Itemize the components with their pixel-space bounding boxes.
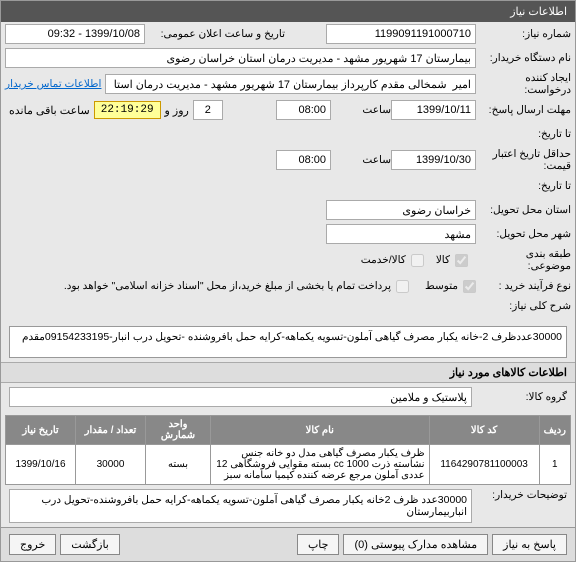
need-number-label: شماره نیاز: <box>476 28 571 40</box>
announce-label: تاریخ و ساعت اعلان عمومی: <box>145 28 285 40</box>
col-idx: ردیف <box>539 416 570 445</box>
back-button[interactable]: بازگشت <box>60 534 120 555</box>
day-label: روز و <box>161 104 193 117</box>
buyer-field <box>5 48 476 68</box>
reply-button[interactable]: پاسخ به نیاز <box>492 534 567 555</box>
col-code: کد کالا <box>429 416 539 445</box>
province-label: استان محل تحویل: <box>476 204 571 216</box>
medium-checkbox[interactable]: متوسط <box>425 280 476 293</box>
medium-checkbox-label: متوسط <box>425 280 458 292</box>
notes-label: توضیحات خریدار: <box>472 489 567 523</box>
col-date: تاریخ نیاز <box>6 416 76 445</box>
table-header-row: ردیف کد کالا نام کالا واحد شمارش تعداد /… <box>6 416 571 445</box>
cell-code: 1164290781100003 <box>429 445 539 485</box>
min-valid-label: حداقل تاریخ اعتبار قیمت: <box>476 148 571 172</box>
cell-idx: 1 <box>539 445 570 485</box>
cell-name: ظرف یکبار مصرف گیاهی مدل دو خانه جنس نشا… <box>211 445 430 485</box>
min-valid-date-field <box>391 150 476 170</box>
treasury-label: پرداخت تمام یا بخشی از مبلغ خرید،از محل … <box>64 280 391 292</box>
items-section-title: اطلاعات کالاهای مورد نیاز <box>1 362 575 383</box>
notes-box: 30000عدد ظرف 2خانه یکبار مصرف گیاهی آملو… <box>9 489 472 523</box>
deadline-label: مهلت ارسال پاسخ: <box>476 104 571 116</box>
deadline-date-field <box>391 100 476 120</box>
footer-bar: پاسخ به نیاز مشاهده مدارک پیوستی (0) چاپ… <box>1 527 575 561</box>
col-qty: تعداد / مقدار <box>76 416 146 445</box>
province-field <box>326 200 476 220</box>
countdown-timer: 22:19:29 <box>94 101 161 119</box>
summary-label: شرح کلی نیاز: <box>476 300 571 312</box>
buyer-contact-link[interactable]: اطلاعات تماس خریدار <box>5 78 101 90</box>
remaining-label: ساعت باقی مانده <box>5 104 94 117</box>
panel-header: اطلاعات نیاز <box>1 1 575 22</box>
print-button[interactable]: چاپ <box>297 534 340 555</box>
cell-unit: بسته <box>146 445 211 485</box>
budget-label: طبقه بندی موضوعی: <box>476 248 571 272</box>
col-name: نام کالا <box>211 416 430 445</box>
city-field <box>326 224 476 244</box>
table-row[interactable]: 1 1164290781100003 ظرف یکبار مصرف گیاهی … <box>6 445 571 485</box>
exit-button[interactable]: خروج <box>9 534 56 555</box>
cell-qty: 30000 <box>76 445 146 485</box>
city-label: شهر محل تحویل: <box>476 228 571 240</box>
summary-box: 30000عددظرف 2-خانه یکبار مصرف گیاهی آملو… <box>9 326 567 358</box>
creator-field <box>105 74 476 94</box>
creator-label: ایجاد کننده درخواست: <box>476 72 571 96</box>
announce-field <box>5 24 145 44</box>
cell-date: 1399/10/16 <box>6 445 76 485</box>
days-left-field <box>193 100 223 120</box>
process-label: نوع فرآیند خرید : <box>476 280 571 292</box>
to-date2-label: تا تاریخ: <box>476 180 571 192</box>
category-label: گروه کالا: <box>472 391 567 403</box>
treasury-checkbox[interactable]: پرداخت تمام یا بخشی از مبلغ خرید،از محل … <box>64 280 409 293</box>
time-label-2: ساعت <box>331 154 391 166</box>
to-date-label: تا تاریخ: <box>476 128 571 140</box>
attachments-button[interactable]: مشاهده مدارک پیوستی (0) <box>343 534 488 555</box>
need-info-panel: اطلاعات نیاز شماره نیاز: تاریخ و ساعت اع… <box>0 0 576 562</box>
buyer-label: نام دستگاه خریدار: <box>476 52 571 64</box>
min-valid-time-field <box>276 150 331 170</box>
service-checkbox[interactable]: کالا/خدمت <box>361 254 424 267</box>
deadline-time-field <box>276 100 331 120</box>
service-checkbox-label: کالا/خدمت <box>361 254 406 266</box>
items-table: ردیف کد کالا نام کالا واحد شمارش تعداد /… <box>5 415 571 485</box>
goods-checkbox[interactable]: کالا <box>436 254 468 267</box>
need-number-field <box>326 24 476 44</box>
goods-checkbox-label: کالا <box>436 254 450 266</box>
time-label-1: ساعت <box>331 104 391 116</box>
category-field <box>9 387 472 407</box>
col-unit: واحد شمارش <box>146 416 211 445</box>
